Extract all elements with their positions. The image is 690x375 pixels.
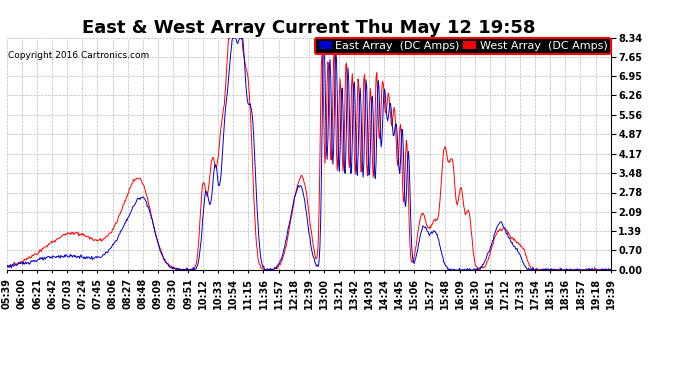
- Title: East & West Array Current Thu May 12 19:58: East & West Array Current Thu May 12 19:…: [82, 20, 535, 38]
- Text: Copyright 2016 Cartronics.com: Copyright 2016 Cartronics.com: [8, 51, 149, 60]
- Legend: East Array  (DC Amps), West Array  (DC Amps): East Array (DC Amps), West Array (DC Amp…: [315, 38, 611, 54]
